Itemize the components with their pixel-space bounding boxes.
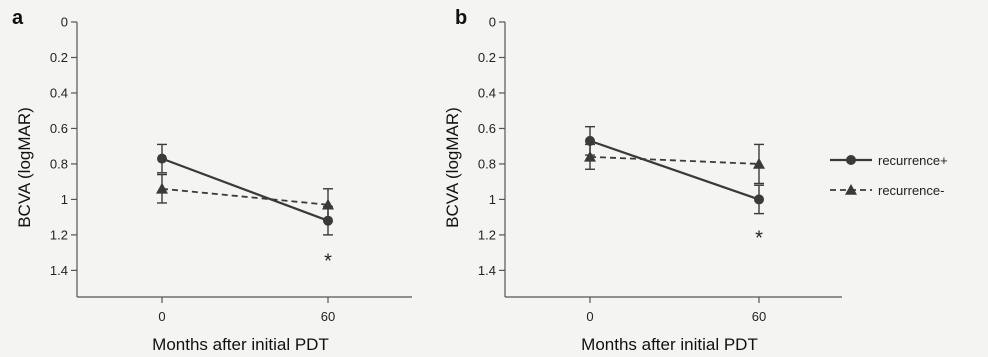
x-tick-label: 0 <box>586 309 593 324</box>
data-point-triangle <box>322 198 334 210</box>
panel-b: b 0 0.2 0.4 0.6 0.8 1 1.2 1.4 0 60 Months after ini… <box>443 7 842 354</box>
y-tick-label: 0.8 <box>50 156 68 171</box>
panel-a: a 0 0.2 0.4 0.6 0.8 1 1.2 1.4 0 60 Months after ini… <box>12 7 412 354</box>
data-point-circle <box>157 153 167 164</box>
legend-item: recurrence- <box>830 183 944 198</box>
data-point-circle <box>754 194 764 205</box>
y-tick-label: 1.4 <box>50 263 68 278</box>
series-recurrence-positive <box>157 143 333 236</box>
series-line <box>161 157 329 222</box>
y-tick-label: 0.4 <box>50 85 68 100</box>
data-point-triangle <box>156 182 168 194</box>
y-tick-label: 1.2 <box>478 227 496 242</box>
data-point-circle <box>585 135 595 146</box>
y-tick-label: 0.2 <box>50 50 68 65</box>
series-line <box>589 139 760 201</box>
legend-marker-triangle <box>845 184 857 195</box>
series-line <box>589 155 760 165</box>
legend: recurrence+ recurrence- <box>830 153 948 198</box>
significance-asterisk: * <box>755 228 763 250</box>
panel-letter: a <box>12 7 24 29</box>
y-tick-label: 1 <box>489 192 496 207</box>
legend-marker-circle <box>846 155 856 165</box>
x-tick-label: 60 <box>752 309 766 324</box>
y-tick-label: 0.4 <box>478 85 496 100</box>
legend-label: recurrence+ <box>878 153 948 168</box>
x-tick-label: 60 <box>321 309 335 324</box>
legend-label: recurrence- <box>878 183 944 198</box>
y-tick-label: 0 <box>61 15 68 30</box>
y-tick-label: 0 <box>489 15 496 30</box>
series-recurrence-negative <box>584 143 765 185</box>
significance-asterisk: * <box>324 251 332 273</box>
x-axis-title: Months after initial PDT <box>152 335 329 354</box>
panel-letter: b <box>455 7 467 29</box>
y-tick-label: 1.2 <box>50 227 68 242</box>
data-point-triangle <box>584 150 596 162</box>
x-tick-label: 0 <box>158 309 165 324</box>
y-tick-label: 0.6 <box>478 121 496 136</box>
y-tick-label: 0.8 <box>478 156 496 171</box>
series-recurrence-positive <box>585 125 764 215</box>
y-axis-title: BCVA (logMAR) <box>443 107 462 228</box>
y-axis-title: BCVA (logMAR) <box>15 107 34 228</box>
x-axis-title: Months after initial PDT <box>581 335 758 354</box>
y-tick-label: 1 <box>61 192 68 207</box>
series-line <box>161 187 329 206</box>
series-recurrence-negative <box>156 173 334 222</box>
legend-item: recurrence+ <box>830 153 948 168</box>
y-tick-label: 0.6 <box>50 121 68 136</box>
y-tick-label: 0.2 <box>478 50 496 65</box>
data-point-triangle <box>753 157 765 169</box>
y-tick-label: 1.4 <box>478 263 496 278</box>
